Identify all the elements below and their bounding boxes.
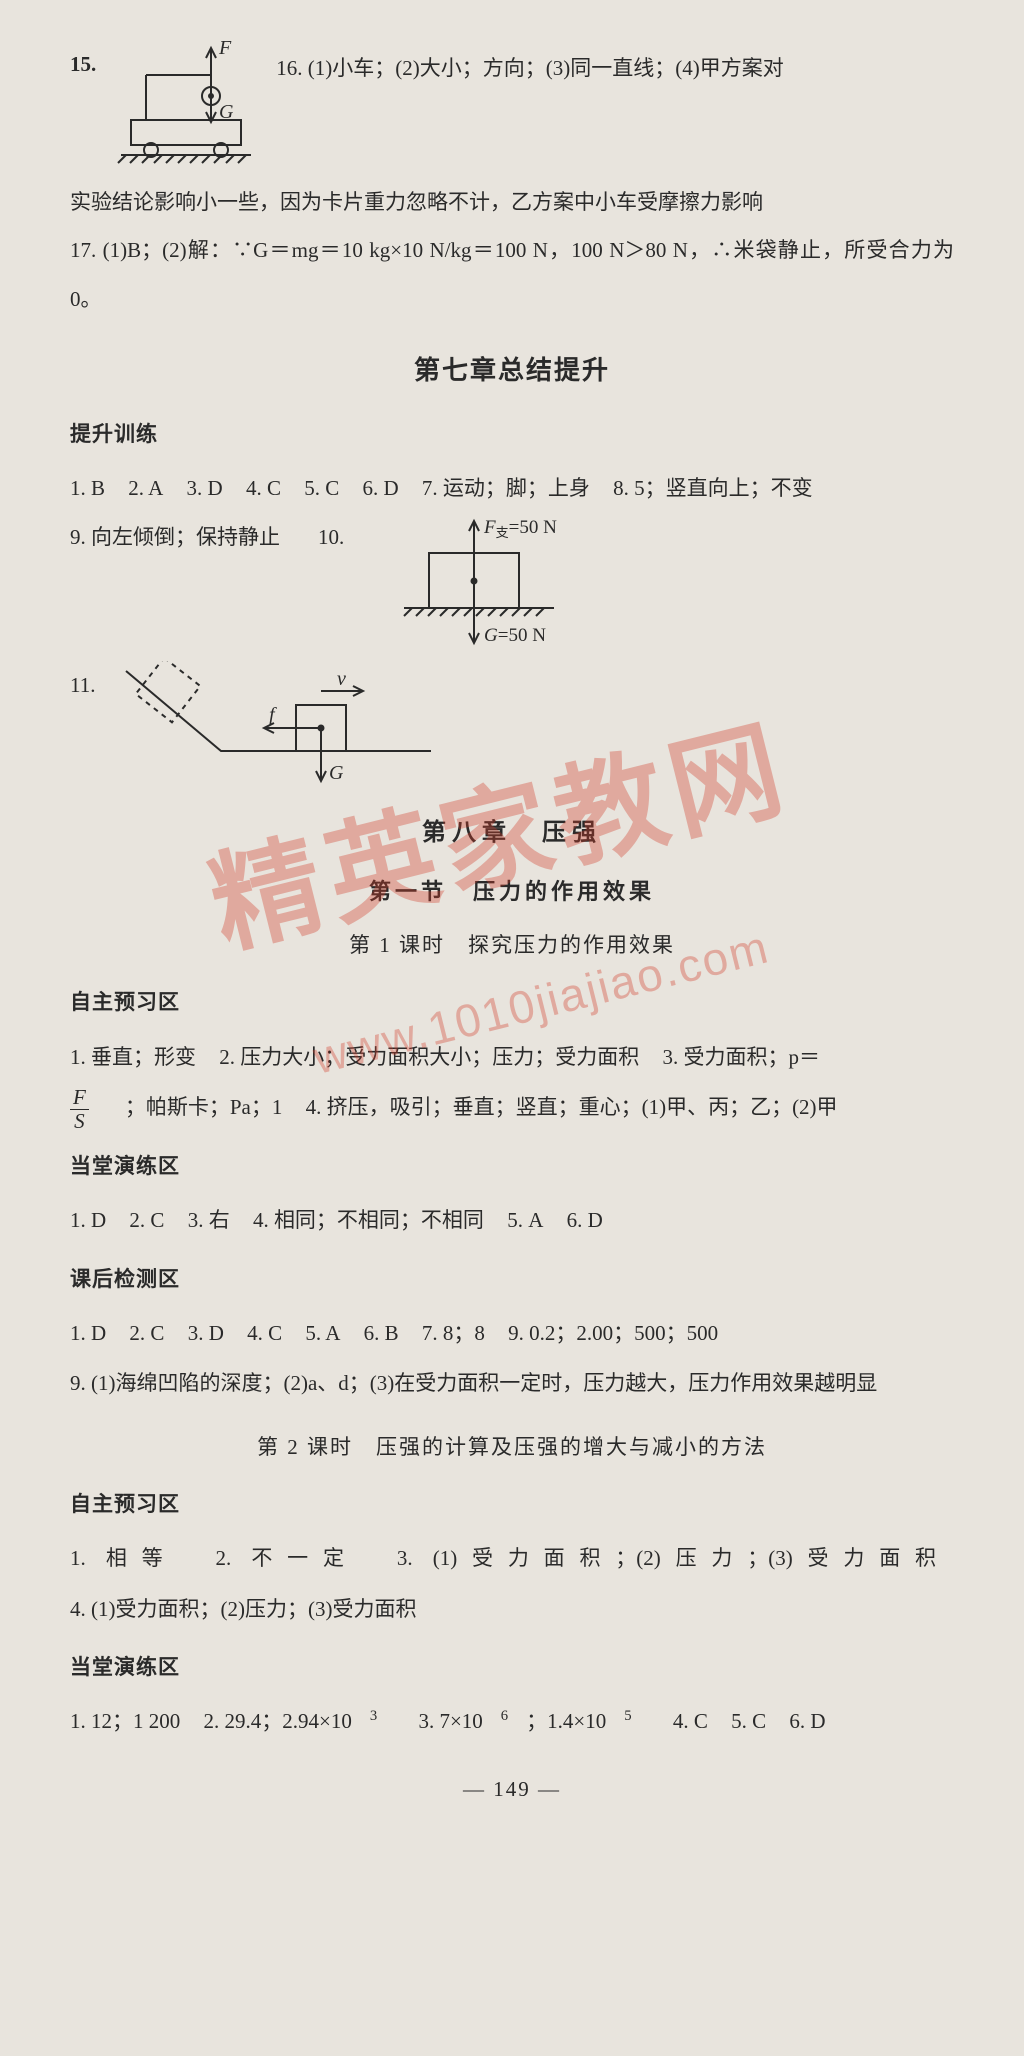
ch8-period2-title: 第 2 课时 压强的计算及压强的增大与减小的方法 <box>70 1423 954 1471</box>
class2-a6: 6. D <box>789 1709 825 1733</box>
sec-pre-2: 自主预习区 <box>70 1481 954 1529</box>
page-number: — 149 — <box>70 1765 954 1813</box>
pre1-a3b: ；帕斯卡；Pa；1 <box>125 1095 283 1119</box>
ch7-a6: 6. D <box>362 476 398 500</box>
svg-text:G: G <box>219 101 234 123</box>
q17-text: 17. (1)B；(2)解：∵G＝mg＝10 kg×10 N/kg＝100 N，… <box>70 226 954 323</box>
q16-text: 16. (1)小车；(2)大小；方向；(3)同一直线；(4)甲方案对 <box>276 40 954 92</box>
ch7-a4: 4. C <box>246 476 281 500</box>
pre2-a4: 4. (1)受力面积；(2)压力；(3)受力面积 <box>70 1597 416 1621</box>
chapter8-title: 第八章 压强 <box>70 805 954 860</box>
class1-a5: 5. A <box>507 1208 543 1232</box>
class2-a4: 4. C <box>673 1709 708 1733</box>
ch7-a10: 10. <box>318 513 344 561</box>
class1-a3: 3. 右 <box>188 1208 230 1232</box>
pre2-a1: 1. 相等 <box>70 1546 177 1570</box>
svg-text:F支=50 N: F支=50 N <box>483 517 557 540</box>
q16-continuation: 实验结论影响小一些，因为卡片重力忽略不计，乙方案中小车受摩擦力影响 <box>70 178 954 226</box>
ch7-a1: 1. B <box>70 476 105 500</box>
post1-a6: 6. B <box>364 1321 399 1345</box>
svg-text:G=50 N: G=50 N <box>484 625 546 646</box>
class2-a3c: ；1.4×10 <box>526 1709 606 1733</box>
ch7-section-label: 提升训练 <box>70 411 954 459</box>
class2-a2: 2. 29.4；2.94×10 3 <box>204 1709 396 1733</box>
sec-class-2: 当堂演练区 <box>70 1644 954 1692</box>
svg-text:F: F <box>218 40 232 59</box>
ch7-row-q11: 11. v <box>70 661 954 791</box>
post1-a8: 9. 0.2；2.00；500；500 <box>508 1321 718 1345</box>
post1-a4: 4. C <box>247 1321 282 1345</box>
row-q15-q16: 15. <box>70 40 954 170</box>
class2-a3b: 6 <box>501 1708 508 1724</box>
class1-a1: 1. D <box>70 1208 106 1232</box>
svg-text:v: v <box>337 668 346 690</box>
fraction-F-over-S: F S <box>70 1086 107 1133</box>
diagram-q10: F支=50 N G=50 N <box>394 513 604 653</box>
incline-diagram: v f G <box>121 661 441 791</box>
ch7-a11: 11. <box>70 661 95 709</box>
pre1-a1: 1. 垂直；形变 <box>70 1045 196 1069</box>
ch7-row-q9-q10: 9. 向左倾倒；保持静止 10. F支=50 N <box>70 513 954 653</box>
ch7-a7: 7. 运动；脚；上身 <box>422 476 590 500</box>
pre2-a2: 2. 不一定 <box>216 1546 359 1570</box>
post1-a3: 3. D <box>188 1321 224 1345</box>
post1-answers-line1: 1. D 2. C 3. D 4. C 5. A 6. B 7. 8；8 9. … <box>70 1308 954 1409</box>
ch7-a2: 2. A <box>128 476 163 500</box>
svg-text:f: f <box>269 704 277 726</box>
chapter7-title: 第七章总结提升 <box>70 341 954 401</box>
ch7-a5: 5. C <box>304 476 339 500</box>
ch7-a8: 8. 5；竖直向上；不变 <box>613 476 813 500</box>
post1-a2: 2. C <box>129 1321 164 1345</box>
post1-a5: 5. A <box>305 1321 340 1345</box>
ch7-a3: 3. D <box>187 476 223 500</box>
pre1-answers-line2: F S ；帕斯卡；Pa；1 4. 挤压，吸引；垂直；竖直；重心；(1)甲、丙；乙… <box>70 1082 954 1133</box>
ch7-answers-line1: 1. B 2. A 3. D 4. C 5. C 6. D 7. 运动；脚；上身… <box>70 463 954 513</box>
frac-den: S <box>70 1110 89 1133</box>
diagram-q11: v f G <box>121 661 441 791</box>
ch8-period1-title: 第 1 课时 探究压力的作用效果 <box>70 921 954 969</box>
class2-a5: 5. C <box>731 1709 766 1733</box>
class2-a3d: 5 <box>624 1708 631 1724</box>
class2-a3a: 3. 7×10 <box>418 1709 482 1733</box>
class1-a2: 2. C <box>129 1208 164 1232</box>
sec-post-1: 课后检测区 <box>70 1256 954 1304</box>
class1-a4: 4. 相同；不相同；不相同 <box>253 1208 484 1232</box>
pre1-a2: 2. 压力大小；受力面积大小；压力；受力面积 <box>219 1045 639 1069</box>
pre2-a3: 3. (1)受力面积；(2)压力；(3)受力面积 <box>397 1546 936 1570</box>
q15-number: 15. <box>70 40 96 88</box>
svg-text:G: G <box>329 762 344 784</box>
ch7-a9: 9. 向左倾倒；保持静止 <box>70 513 280 561</box>
pre1-a3a: 3. 受力面积；p＝ <box>663 1045 821 1069</box>
class2-a2a: 2. 29.4；2.94×10 <box>204 1709 352 1733</box>
post1-a9: 9. (1)海绵凹陷的深度；(2)a、d；(3)在受力面积一定时，压力越大，压力… <box>70 1371 877 1395</box>
class1-answers: 1. D 2. C 3. 右 4. 相同；不相同；不相同 5. A 6. D <box>70 1195 954 1245</box>
class2-a3: 3. 7×10 6 ；1.4×10 5 <box>418 1709 649 1733</box>
block-diagram-q10: F支=50 N G=50 N <box>394 513 604 653</box>
diagram-q15: F G <box>116 40 256 170</box>
pre2-answers: 1. 相等 2. 不一定 3. (1)受力面积；(2)压力；(3)受力面积 4.… <box>70 1533 954 1634</box>
class2-a2-exp: 3 <box>370 1708 377 1724</box>
frac-num: F <box>70 1086 89 1110</box>
ch8-section1-title: 第一节 压力的作用效果 <box>70 867 954 918</box>
post1-a7: 7. 8；8 <box>422 1321 485 1345</box>
class1-a6: 6. D <box>567 1208 603 1232</box>
pre1-a4: 4. 挤压，吸引；垂直；竖直；重心；(1)甲、丙；乙；(2)甲 <box>306 1095 838 1119</box>
pre1-answers: 1. 垂直；形变 2. 压力大小；受力面积大小；压力；受力面积 3. 受力面积；… <box>70 1032 954 1082</box>
post1-a1: 1. D <box>70 1321 106 1345</box>
cart-diagram: F G <box>116 40 256 170</box>
sec-class-1: 当堂演练区 <box>70 1143 954 1191</box>
class2-a1: 1. 12；1 200 <box>70 1709 180 1733</box>
class2-answers: 1. 12；1 200 2. 29.4；2.94×10 3 3. 7×10 6 ；1.… <box>70 1696 954 1746</box>
sec-pre-1: 自主预习区 <box>70 979 954 1027</box>
